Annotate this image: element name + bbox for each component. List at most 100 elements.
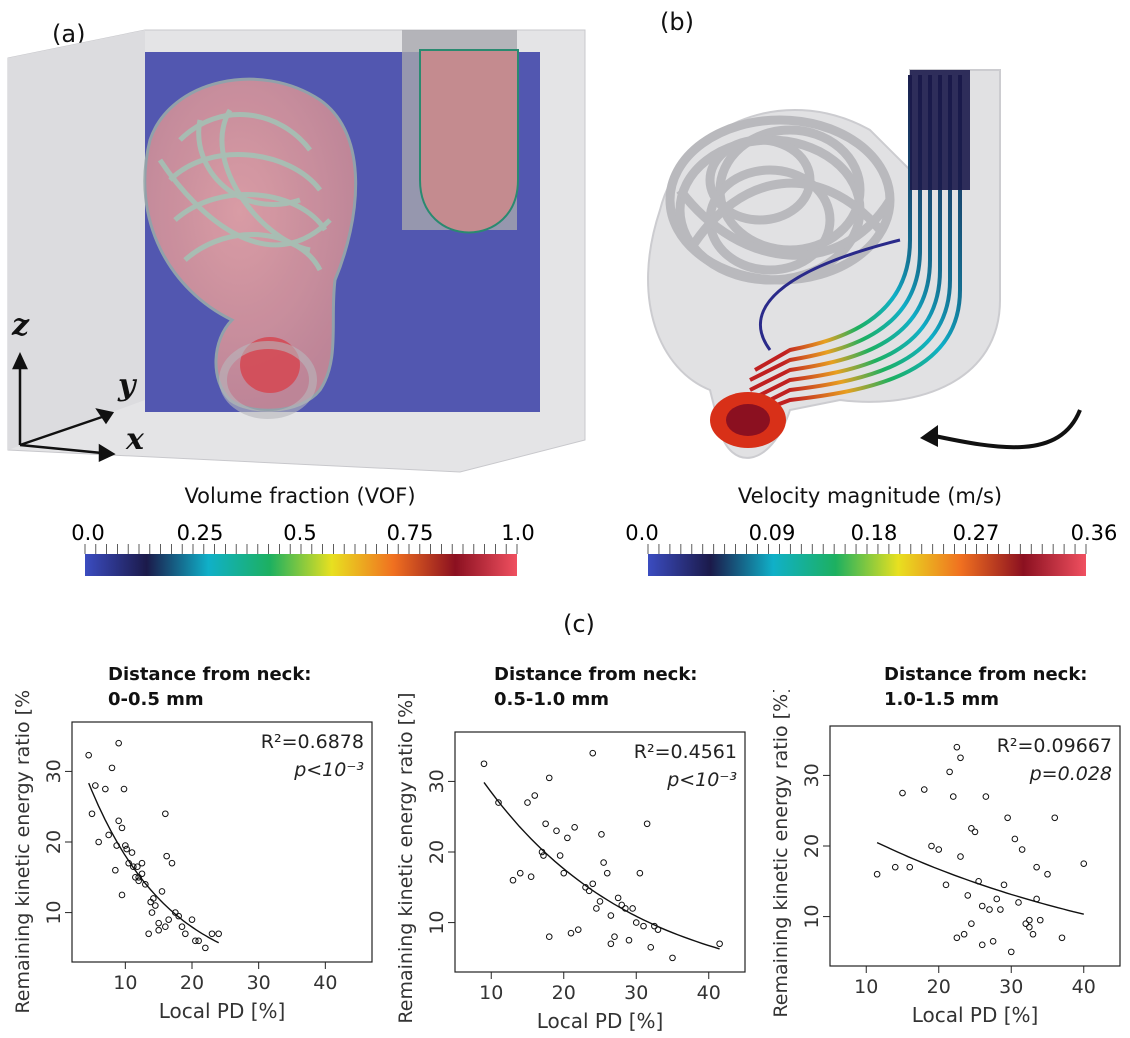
data-point [1080,860,1088,867]
y-tick-label: 20 [43,830,65,854]
data-point [152,902,159,909]
plot2-title: Distance from neck: 0.5-1.0 mm [494,662,698,712]
data-point [102,785,109,793]
data-point [564,834,571,842]
data-point [1029,930,1037,938]
data-point [1058,934,1066,942]
colorbar-tick-label: 0.0 [71,521,104,545]
data-point [964,892,972,899]
data-point [108,764,116,772]
data-point [622,905,629,912]
data-point [168,859,176,867]
x-axis-label: Local PD [%] [159,999,286,1023]
y-axis-label: Remaining kinetic energy ratio [%] [770,690,792,1018]
data-point [629,905,636,912]
y-tick-label: 30 [801,763,823,787]
data-point [125,859,132,867]
data-point [982,793,990,800]
data-point [997,906,1004,913]
plot1-title-line2: 0-0.5 mm [108,689,204,710]
data-point [545,933,553,941]
data-point [145,930,152,938]
r2-annotation: R²=0.6878 [261,731,364,753]
data-point [949,793,957,800]
data-point [582,883,589,891]
data-point [971,828,979,836]
scatter-plot-1.0-1.5mm: 10 20 30 40 10 20 30 Local PD [%] Remaining kine… [770,690,1121,1027]
x-tick-label: 30 [999,976,1023,998]
colorbar-gradient [648,554,1086,576]
data-point [158,888,166,895]
scatter-plot-0.5-1.0mm: 10 20 30 40 10 20 30 Local PD [%] Remaining kine… [395,692,746,1033]
data-point [978,941,986,949]
data-point [215,930,222,938]
data-point [85,751,92,759]
x-axis-label: Local PD [%] [912,1003,1039,1027]
data-point [968,825,975,832]
data-point [115,817,122,825]
data-point [1033,895,1040,903]
data-point [162,810,169,818]
y-axis-label: Remaining kinetic energy ratio [%] [395,692,417,1023]
y-tick-label: 10 [801,904,823,928]
data-point [165,916,172,923]
colorbar-b-title: Velocity magnitude (m/s) [737,484,1003,508]
data-point [960,930,968,938]
plot1-title-line1: Distance from neck: [108,664,312,685]
plot2-title-line1: Distance from neck: [494,664,698,685]
data-point [1022,920,1030,927]
data-point [598,831,605,838]
data-point [1000,881,1008,889]
colorbar-tick-label: 0.5 [283,521,316,545]
data-point [138,859,146,867]
colorbar-tick-label: 0.27 [953,521,1000,545]
colorbar-tick-label: 0.18 [851,521,898,545]
data-point [585,887,593,895]
data-point [509,876,517,884]
x-tick-label: 20 [552,982,576,1004]
y-tick-label: 20 [801,834,823,858]
x-tick-label: 20 [180,972,204,994]
data-point [574,926,582,933]
x-axis-label: Local PD [%] [537,1009,664,1033]
data-point [155,919,162,927]
data-point [978,902,986,910]
data-point [115,739,122,747]
data-point [993,895,1001,903]
data-point [614,894,622,902]
data-point [953,743,961,751]
data-point [986,906,993,913]
p-value-annotation: p<10⁻³ [666,769,737,791]
data-point [942,881,950,889]
data-point [989,937,997,945]
plot-frame [829,725,1121,967]
data-point [1004,814,1011,822]
x-tick-label: 10 [113,972,137,994]
plot2-title-line2: 0.5-1.0 mm [494,689,610,710]
data-point [162,923,169,931]
data-point [88,810,96,818]
fit-curve [483,781,720,950]
plot3-title-line2: 1.0-1.5 mm [884,689,1000,710]
coil-strands [157,108,332,272]
data-point [495,799,502,806]
x-tick-label: 30 [624,982,648,1004]
data-point [669,954,676,962]
data-point [560,869,568,877]
data-point [128,849,136,856]
data-point [607,912,615,919]
data-point [589,749,597,757]
data-point [946,768,953,776]
y-tick-label: 30 [43,759,65,783]
data-point [716,940,723,948]
data-point [138,870,146,878]
data-point [556,852,564,859]
colorbar-b: 0.0 0.09 0.18 0.27 0.36 [625,521,1117,576]
axis-triad [12,352,116,462]
data-point [1026,923,1033,931]
data-point [651,922,658,930]
data-point [632,919,640,926]
colorbar-a-title: Volume fraction (VOF) [184,484,416,508]
data-point [625,936,633,944]
data-point [540,852,547,859]
